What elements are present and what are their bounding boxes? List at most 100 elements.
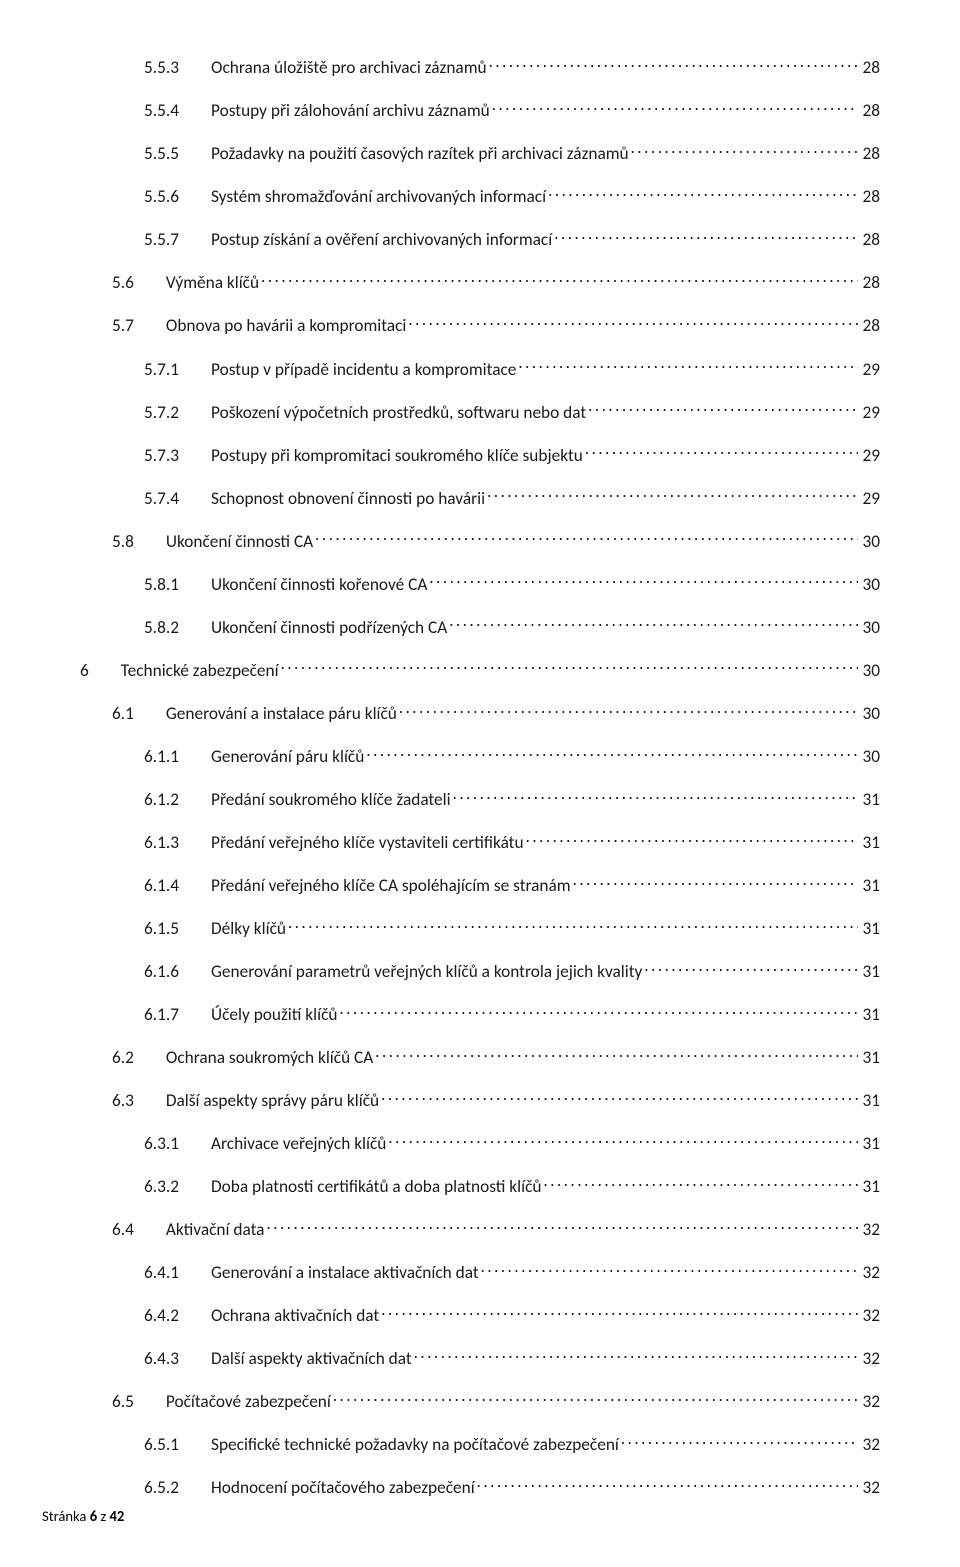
toc-entry-number: 6.1.4: [144, 874, 211, 897]
toc-entry-number: 5.7.1: [144, 358, 211, 381]
toc-entry-page: 30: [858, 573, 880, 596]
toc-entry[interactable]: 6.4.1Generování a instalace aktivačních …: [144, 1261, 880, 1285]
toc-entry[interactable]: 6.3.2Doba platnosti certifikátů a doba p…: [144, 1175, 880, 1199]
toc-entry[interactable]: 6.4.2Ochrana aktivačních dat32: [144, 1304, 880, 1328]
toc-leader-dots: [414, 1347, 859, 1364]
toc-entry-title: Schopnost obnovení činnosti po havárii: [211, 487, 487, 510]
toc-entry[interactable]: 6.1.2Předání soukromého klíče žadateli31: [144, 788, 880, 812]
toc-entry-number: 6.3.2: [144, 1175, 211, 1198]
toc-entry-number: 6: [80, 659, 121, 682]
toc-entry-number: 5.7: [112, 314, 166, 337]
toc-entry[interactable]: 6.1.6Generování parametrů veřejných klíč…: [144, 960, 880, 984]
toc-entry-title: Požadavky na použití časových razítek př…: [211, 142, 631, 165]
toc-leader-dots: [573, 874, 859, 891]
toc-leader-dots: [548, 185, 858, 202]
toc-entry[interactable]: 6.2Ochrana soukromých klíčů CA31: [112, 1046, 880, 1070]
toc-leader-dots: [518, 357, 858, 374]
toc-entry-page: 31: [858, 1003, 880, 1026]
toc-entry[interactable]: 5.5.5Požadavky na použití časových razít…: [144, 142, 880, 166]
toc-leader-dots: [544, 1175, 859, 1192]
toc-entry-page: 31: [858, 1132, 880, 1155]
toc-entry-title: Archivace veřejných klíčů: [211, 1132, 388, 1155]
toc-entry-number: 5.8: [112, 530, 166, 553]
toc-entry-title: Postupy při kompromitaci soukromého klíč…: [211, 444, 585, 467]
toc-entry-number: 5.6: [112, 271, 166, 294]
toc-entry-title: Obnova po havárii a kompromitaci: [166, 314, 408, 337]
toc-entry[interactable]: 6.4Aktivační data32: [112, 1218, 880, 1242]
toc-entry[interactable]: 6.1.3Předání veřejného klíče vystaviteli…: [144, 831, 880, 855]
toc-entry[interactable]: 5.5.6Systém shromažďování archivovaných …: [144, 185, 880, 209]
toc-entry-title: Generování parametrů veřejných klíčů a k…: [211, 960, 644, 983]
toc-entry-page: 31: [858, 960, 880, 983]
toc-leader-dots: [339, 1003, 858, 1020]
toc-entry-number: 6.4: [112, 1218, 166, 1241]
toc-entry[interactable]: 5.7.3Postupy při kompromitaci soukromého…: [144, 443, 880, 467]
toc-entry[interactable]: 5.5.4Postupy při zálohování archivu zázn…: [144, 99, 880, 123]
toc-entry-page: 28: [858, 271, 880, 294]
toc-leader-dots: [631, 142, 859, 159]
toc-entry-title: Ukončení činnosti kořenové CA: [211, 573, 429, 596]
toc-entry-title: Výměna klíčů: [166, 271, 261, 294]
toc-entry[interactable]: 6Technické zabezpečení30: [80, 658, 880, 682]
toc-entry-title: Hodnocení počítačového zabezpečení: [211, 1476, 477, 1499]
toc-entry-title: Další aspekty aktivačních dat: [211, 1347, 414, 1370]
toc-entry[interactable]: 6.1.4Předání veřejného klíče CA spoléhaj…: [144, 874, 880, 898]
toc-entry[interactable]: 5.7.4Schopnost obnovení činnosti po havá…: [144, 486, 880, 510]
toc-entry[interactable]: 6.5.1Specifické technické požadavky na p…: [144, 1433, 880, 1457]
toc-entry-title: Generování a instalace páru klíčů: [166, 702, 399, 725]
toc-entry[interactable]: 5.8.1Ukončení činnosti kořenové CA30: [144, 572, 880, 596]
toc-entry-title: Ukončení činnosti CA: [166, 530, 315, 553]
table-of-contents: 5.5.3Ochrana úložiště pro archivaci zázn…: [80, 56, 880, 1500]
toc-entry[interactable]: 6.5Počítačové zabezpečení32: [112, 1390, 880, 1414]
toc-leader-dots: [261, 271, 858, 288]
toc-entry-page: 32: [858, 1390, 880, 1413]
toc-entry-page: 32: [858, 1304, 880, 1327]
toc-entry[interactable]: 5.7Obnova po havárii a kompromitaci 28: [112, 314, 880, 338]
toc-entry[interactable]: 6.1.5Délky klíčů31: [144, 917, 880, 941]
toc-entry[interactable]: 5.6Výměna klíčů 28: [112, 271, 880, 295]
toc-leader-dots: [381, 1089, 858, 1106]
toc-entry[interactable]: 5.5.7Postup získání a ověření archivovan…: [144, 228, 880, 252]
toc-entry-page: 29: [858, 487, 880, 510]
toc-entry-title: Ukončení činnosti podřízených CA: [211, 616, 449, 639]
toc-entry-page: 32: [858, 1347, 880, 1370]
toc-entry-number: 6.1.6: [144, 960, 211, 983]
toc-entry[interactable]: 6.3Další aspekty správy páru klíčů31: [112, 1089, 880, 1113]
toc-entry-page: 31: [858, 1175, 880, 1198]
toc-leader-dots: [554, 228, 858, 245]
toc-entry[interactable]: 5.8.2Ukončení činnosti podřízených CA30: [144, 615, 880, 639]
toc-entry[interactable]: 6.4.3Další aspekty aktivačních dat32: [144, 1347, 880, 1371]
toc-entry[interactable]: 6.1Generování a instalace páru klíčů30: [112, 701, 880, 725]
document-page: 5.5.3Ochrana úložiště pro archivaci zázn…: [0, 0, 960, 1567]
toc-leader-dots: [526, 831, 859, 848]
toc-entry-number: 5.7.3: [144, 444, 211, 467]
toc-entry-title: Účely použití klíčů: [211, 1003, 339, 1026]
toc-entry-page: 28: [858, 314, 880, 337]
toc-entry-title: Předání veřejného klíče CA spoléhajícím …: [211, 874, 573, 897]
toc-entry[interactable]: 6.1.7Účely použití klíčů31: [144, 1003, 880, 1027]
toc-entry-title: Systém shromažďování archivovaných infor…: [211, 185, 548, 208]
toc-entry[interactable]: 6.3.1Archivace veřejných klíčů31: [144, 1132, 880, 1156]
toc-entry-title: Postup v případě incidentu a kompromitac…: [211, 358, 518, 381]
toc-leader-dots: [408, 314, 858, 331]
toc-entry-page: 30: [858, 745, 880, 768]
toc-entry-page: 29: [858, 358, 880, 381]
toc-entry-number: 5.7.2: [144, 401, 211, 424]
toc-entry-page: 28: [858, 185, 880, 208]
toc-entry-number: 6.1.5: [144, 917, 211, 940]
footer-total-pages: 42: [110, 1507, 125, 1525]
toc-entry-title: Další aspekty správy páru klíčů: [166, 1089, 381, 1112]
toc-leader-dots: [487, 486, 858, 503]
toc-entry-number: 5.5.3: [144, 56, 211, 79]
toc-entry[interactable]: 5.7.2Poškození výpočetních prostředků, s…: [144, 400, 880, 424]
toc-entry-page: 31: [858, 917, 880, 940]
toc-entry-page: 30: [858, 659, 880, 682]
toc-entry-page: 31: [858, 831, 880, 854]
toc-entry[interactable]: 5.8Ukončení činnosti CA30: [112, 529, 880, 553]
toc-entry[interactable]: 5.7.1Postup v případě incidentu a kompro…: [144, 357, 880, 381]
toc-entry[interactable]: 6.1.1Generování páru klíčů30: [144, 745, 880, 769]
toc-entry[interactable]: 6.5.2Hodnocení počítačového zabezpečení3…: [144, 1476, 880, 1500]
toc-entry-number: 5.5.4: [144, 99, 211, 122]
toc-entry[interactable]: 5.5.3Ochrana úložiště pro archivaci zázn…: [144, 56, 880, 80]
toc-entry-number: 5.5.5: [144, 142, 211, 165]
